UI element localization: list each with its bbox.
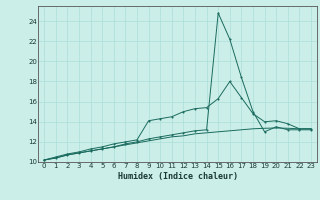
X-axis label: Humidex (Indice chaleur): Humidex (Indice chaleur) — [118, 172, 238, 181]
